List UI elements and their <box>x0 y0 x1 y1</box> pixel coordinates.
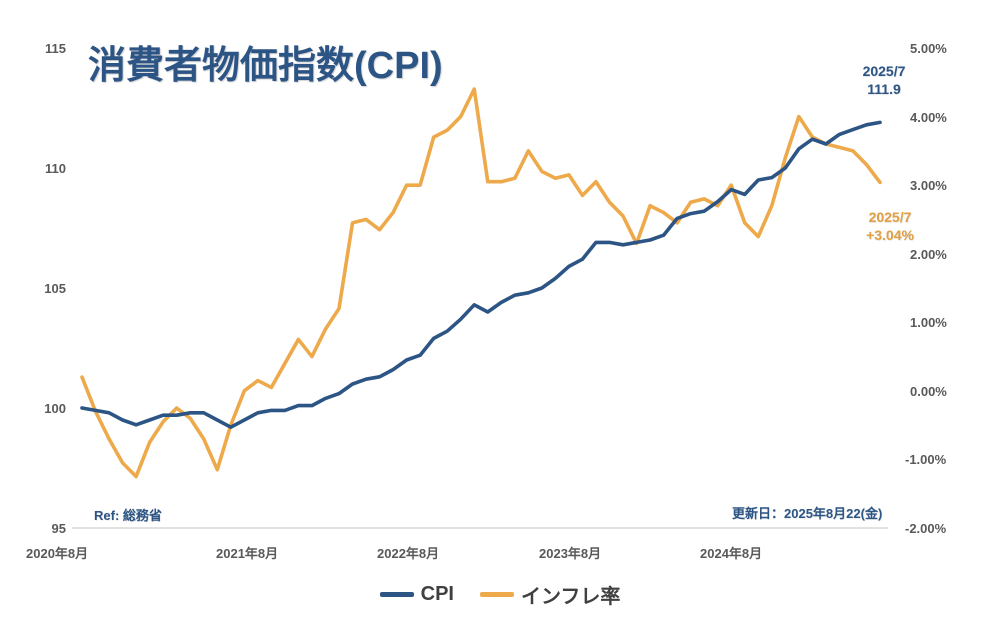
x-tick-2022-08: 2022年8月 <box>377 546 440 561</box>
y-left-tick-110: 110 <box>45 161 66 176</box>
y-right-tick-200: 2.00% <box>910 247 947 262</box>
legend-label-inflation: インフレ率 <box>520 586 621 608</box>
y-left-tick-105: 105 <box>44 281 66 296</box>
annotation-inflation-latest: 2025/7 +3.04% <box>826 208 954 245</box>
series-line-inflation <box>80 87 882 479</box>
y-right-tick-neg200: -2.00% <box>905 521 947 536</box>
x-tick-2023-08: 2023年8月 <box>539 546 602 561</box>
annotation-inflation-date: 2025/7 <box>868 209 912 225</box>
y-right-tick-000: 0.00% <box>910 384 947 399</box>
y-left-tick-95: 95 <box>51 521 66 536</box>
legend-item-cpi[interactable]: CPI <box>379 583 454 606</box>
y-right-tick-100: 1.00% <box>910 315 947 330</box>
y-right-tick-neg100: -1.00% <box>905 452 947 467</box>
legend-item-inflation[interactable]: インフレ率 <box>479 580 621 609</box>
legend-swatch-cpi-icon <box>379 592 414 597</box>
series-line-cpi <box>80 120 882 430</box>
annotation-inflation-value: +3.04% <box>866 227 914 244</box>
y-right-tick-400: 4.00% <box>910 110 947 125</box>
x-tick-2021-08: 2021年8月 <box>216 546 279 561</box>
annotation-cpi-value: 111.9 <box>867 81 901 98</box>
y-right-tick-300: 3.00% <box>910 178 947 193</box>
update-date-note: 更新日：2025年8月22(金) <box>732 506 883 521</box>
legend-label-cpi: CPI <box>420 583 454 605</box>
source-note: Ref: 総務省 <box>94 508 162 523</box>
x-tick-2024-08: 2024年8月 <box>700 546 763 561</box>
page-title: 消費者物価指数(CPI) <box>88 45 443 87</box>
y-left-tick-115: 115 <box>45 41 66 56</box>
y-right-tick-500: 5.00% <box>910 41 947 56</box>
chart-legend: CPI インフレ率 <box>0 580 1000 609</box>
annotation-cpi-latest: 2025/7 111.9 <box>820 62 948 99</box>
legend-swatch-inflation-icon <box>479 592 514 597</box>
annotation-cpi-date: 2025/7 <box>862 63 906 79</box>
y-left-tick-100: 100 <box>44 401 66 416</box>
x-tick-2020-08: 2020年8月 <box>26 546 89 561</box>
